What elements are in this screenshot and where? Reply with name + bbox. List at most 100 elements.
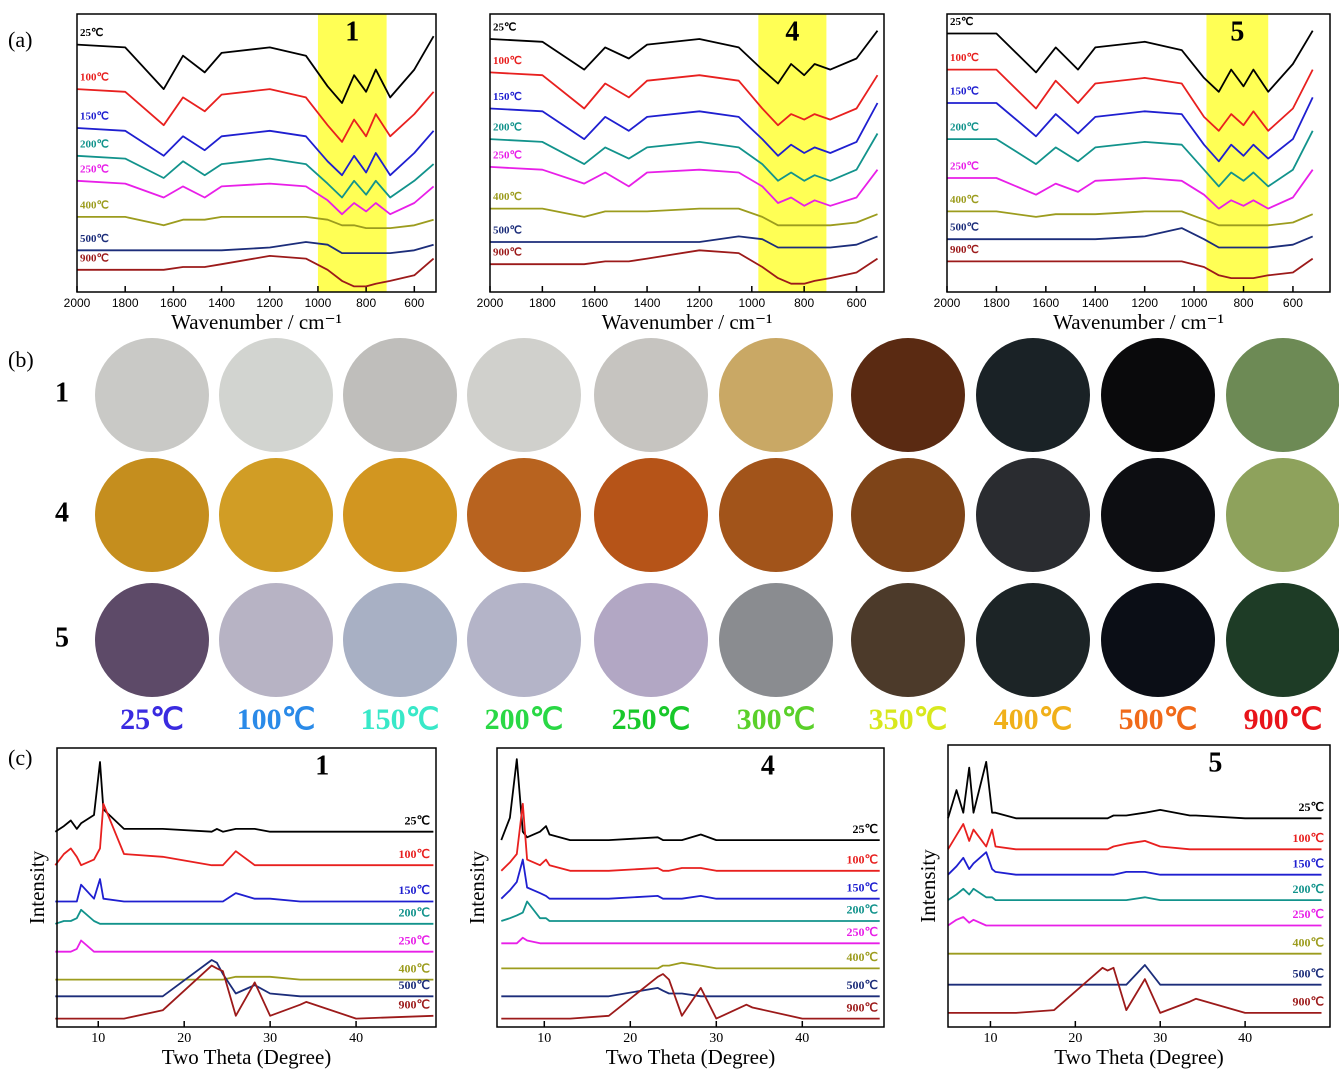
series-label: 400℃ [399, 961, 430, 975]
spectrum-line [55, 941, 433, 952]
panel-label: (b) [8, 347, 34, 372]
series-label: 100℃ [399, 847, 430, 861]
x-tick-label: 2000 [64, 296, 91, 310]
series-label: 900℃ [950, 244, 979, 256]
spectrum-line [55, 960, 433, 996]
row-label: 5 [55, 622, 69, 653]
series-label: 150℃ [399, 883, 430, 897]
x-axis-title: Two Theta (Degree) [1054, 1045, 1224, 1069]
spectrum-line [55, 762, 433, 832]
series-label: 500℃ [399, 978, 430, 992]
spectrum-line [501, 938, 879, 944]
series-label: 200℃ [950, 122, 979, 134]
series-label: 250℃ [847, 925, 878, 939]
x-axis-title: Two Theta (Degree) [606, 1045, 776, 1069]
series-label: 900℃ [399, 998, 430, 1012]
temperature-label: 200℃ [485, 703, 564, 736]
compound-label: 5 [1208, 747, 1222, 778]
series-label: 900℃ [80, 252, 109, 264]
x-tick-label: 800 [356, 296, 376, 310]
series-label: 25℃ [950, 16, 973, 28]
x-tick-label: 10 [537, 1031, 551, 1046]
series-label: 400℃ [950, 194, 979, 206]
plot-frame [57, 748, 436, 1027]
sample-photo [95, 583, 209, 697]
sample-photo [1101, 338, 1215, 452]
x-tick-label: 10 [91, 1031, 105, 1046]
x-tick-label: 40 [349, 1031, 363, 1046]
x-tick-label: 1400 [1082, 296, 1109, 310]
series-label: 900℃ [493, 247, 522, 259]
series-label: 200℃ [493, 122, 522, 134]
series-label: 200℃ [847, 903, 878, 917]
sample-photo [594, 583, 708, 697]
x-tick-label: 1400 [634, 296, 661, 310]
spectrum-line [501, 988, 879, 996]
y-axis-title: Intensity [25, 850, 49, 924]
sample-photo [976, 458, 1090, 572]
temperature-label: 250℃ [612, 703, 691, 736]
sample-photo [1226, 458, 1339, 572]
series-label: 400℃ [80, 199, 109, 211]
compound-label: 1 [315, 750, 329, 781]
sample-photo [1226, 583, 1339, 697]
sample-photo [976, 583, 1090, 697]
sample-photo [343, 338, 457, 452]
spectrum-line [55, 977, 433, 980]
series-label: 25℃ [80, 27, 103, 39]
series-label: 400℃ [847, 950, 878, 964]
temperature-label: 400℃ [994, 703, 1073, 736]
x-tick-label: 1800 [529, 296, 556, 310]
x-tick-label: 1600 [160, 296, 187, 310]
spectrum-line [55, 966, 433, 1019]
temperature-label: 900℃ [1244, 703, 1323, 736]
series-label: 100℃ [493, 55, 522, 67]
sample-photo [95, 458, 209, 572]
x-tick-label: 600 [1283, 296, 1303, 310]
series-label: 200℃ [80, 138, 109, 150]
highlight-band [758, 14, 826, 292]
spectrum-line [501, 759, 879, 840]
series-label: 900℃ [847, 1000, 878, 1014]
series-label: 900℃ [1293, 995, 1324, 1009]
compound-label: 5 [1230, 16, 1244, 47]
series-label: 150℃ [1293, 856, 1324, 870]
spectrum-line [948, 917, 1322, 926]
highlight-band [1206, 14, 1268, 292]
x-tick-label: 1000 [305, 296, 332, 310]
series-label: 200℃ [399, 906, 430, 920]
x-tick-label: 1200 [256, 296, 283, 310]
series-label: 250℃ [1293, 907, 1324, 921]
spectrum-line [55, 879, 433, 901]
compound-label: 4 [785, 16, 799, 47]
spectrum-line [948, 762, 1322, 818]
sample-photo [719, 338, 833, 452]
x-tick-label: 2000 [934, 296, 961, 310]
sample-photo [976, 338, 1090, 452]
x-tick-label: 1200 [1131, 296, 1158, 310]
series-label: 150℃ [847, 880, 878, 894]
x-axis-title: Wavenumber / cm⁻¹ [602, 310, 773, 334]
sample-photo [219, 583, 333, 697]
spectrum-line [948, 824, 1322, 849]
series-label: 200℃ [1293, 882, 1324, 896]
sample-photo [467, 583, 581, 697]
series-label: 100℃ [80, 72, 109, 84]
spectrum-line [501, 902, 879, 922]
x-tick-label: 40 [795, 1031, 809, 1046]
x-tick-label: 1600 [581, 296, 608, 310]
series-label: 500℃ [847, 978, 878, 992]
temperature-label: 350℃ [869, 703, 948, 736]
sample-photo [851, 583, 965, 697]
temperature-label: 25℃ [120, 703, 184, 736]
sample-photo [467, 338, 581, 452]
series-label: 250℃ [493, 149, 522, 161]
x-tick-label: 600 [846, 296, 866, 310]
spectrum-line [948, 852, 1322, 875]
y-axis-title: Intensity [916, 849, 940, 923]
panel-label: (c) [8, 745, 32, 770]
spectrum-line [501, 963, 879, 969]
x-tick-label: 1000 [738, 296, 765, 310]
row-label: 1 [55, 377, 69, 408]
plot-frame [497, 748, 884, 1027]
